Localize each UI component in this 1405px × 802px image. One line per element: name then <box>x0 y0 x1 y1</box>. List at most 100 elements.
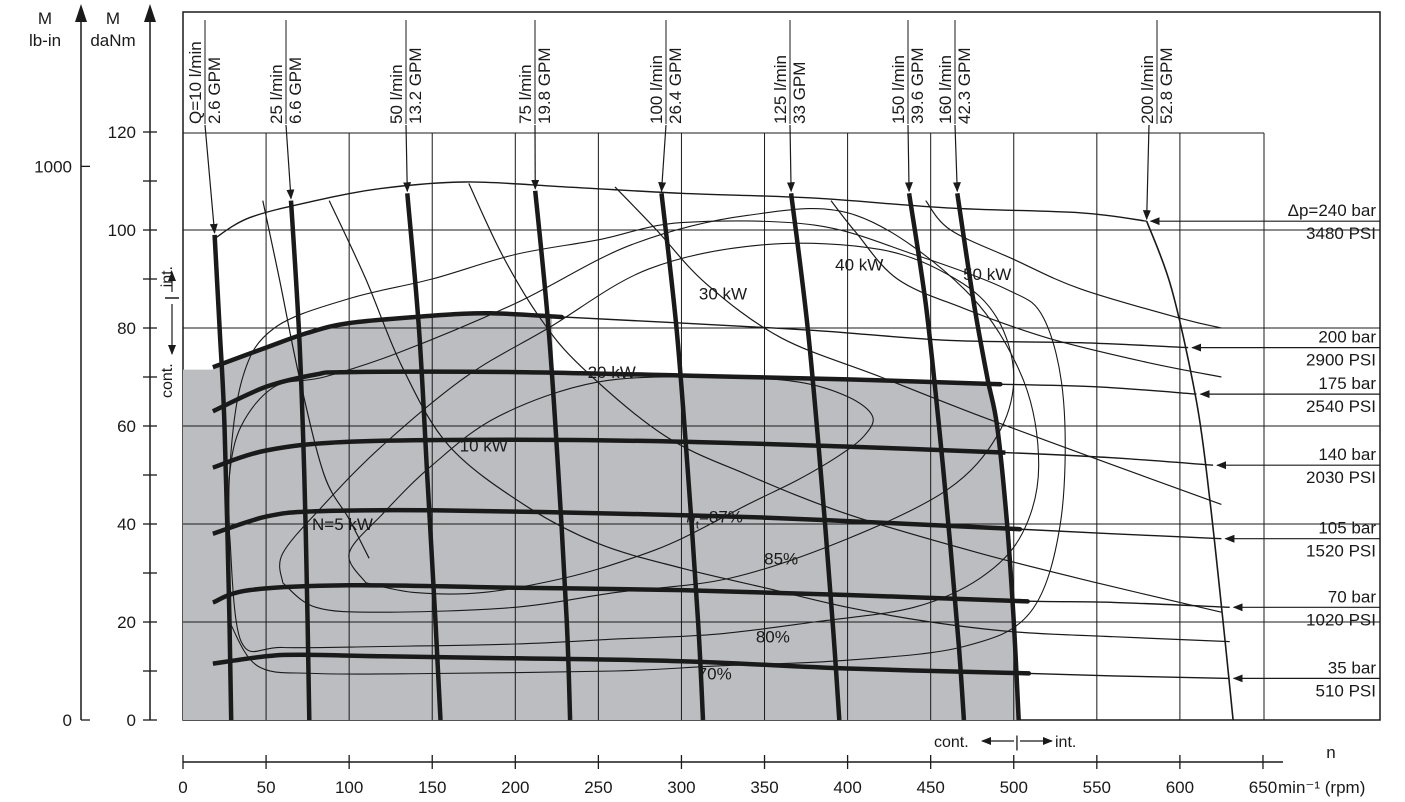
flow-label-50-l-min: 50 l/min 13.2 GPM <box>387 20 425 124</box>
flow-curve-50-l-min <box>405 193 443 721</box>
flow-label-75-l-min: 75 l/min 19.8 GPM <box>516 20 554 124</box>
power-curve-30-kw <box>614 186 1222 505</box>
y-axis-lbin-title-2: lb-in <box>29 31 61 50</box>
flow-label-lmin-75-l-min: 75 l/min <box>516 64 535 124</box>
cont-int-horizontal-sep: | <box>1015 734 1019 751</box>
x-axis-title: n <box>1326 743 1335 762</box>
flow-label-lmin-25-l-min: 25 l/min <box>267 64 286 124</box>
pressure-curve-continuous-35-bar <box>212 652 1032 676</box>
flow-arrow-50-l-min <box>403 124 412 193</box>
flow-label-gpm-13-2-gpm: 13.2 GPM <box>406 47 425 124</box>
power-curve-20-kw <box>468 183 1222 613</box>
flow-label-gpm-19-8-gpm: 19.8 GPM <box>535 47 554 124</box>
pressure-label-psi-1520-psi: 1520 PSI <box>1306 542 1376 561</box>
y-axis-lbin-arrow <box>75 4 87 22</box>
x-tick-label-400: 400 <box>833 778 861 797</box>
flow-curve-150-l-min <box>906 192 967 721</box>
cont-label-horizontal: cont. <box>934 734 969 751</box>
flow-label-gpm-33-gpm: 33 GPM <box>790 62 809 124</box>
y-ticks-danm: 0 20 40 60 80 100 120 <box>108 123 157 730</box>
flow-arrow-125-l-min <box>786 124 795 193</box>
power-curve-n-5-kw <box>262 200 370 559</box>
cont-int-horizontal-marker: cont. | int. <box>934 734 1076 751</box>
y-tick-danm-label-80: 80 <box>117 319 136 338</box>
pressure-label-psi-2540-psi: 2540 PSI <box>1306 397 1376 416</box>
y-tick-lbin-label-1000: 1000 <box>34 157 72 176</box>
x-tick-label-350: 350 <box>750 778 778 797</box>
x-axis-unit: min⁻¹ (rpm) <box>1278 778 1365 797</box>
flow-curve-25-l-min <box>288 200 312 721</box>
x-tick-label-100: 100 <box>335 778 363 797</box>
flow-label-lmin-q-10-l-min: Q=10 l/min <box>186 41 205 124</box>
efficiency-curve-70 <box>227 220 1066 675</box>
pressure-label-bar-200-bar: 200 bar <box>1318 328 1376 347</box>
flow-label-200-l-min: 200 l/min 52.8 GPM <box>1138 20 1176 124</box>
flow-curve-75-l-min <box>532 190 573 721</box>
flow-label-100-l-min: 100 l/min 26.4 GPM <box>647 20 685 124</box>
flow-arrow-25-l-min <box>285 124 295 200</box>
pressure-curve-continuous-105-bar <box>212 507 1023 536</box>
efficiency-curve-t-87 <box>348 376 874 595</box>
x-tick-label-650: 650 <box>1249 778 1277 797</box>
pressure-label-psi-510-psi: 510 PSI <box>1316 681 1377 700</box>
efficiency-label-80: 80% <box>756 628 790 647</box>
y-tick-danm-label-60: 60 <box>117 417 136 436</box>
flow-curve-q-10-l-min <box>212 234 234 721</box>
flow-label-gpm-6-6-gpm: 6.6 GPM <box>286 57 305 124</box>
pressure-label-bar-35-bar: 35 bar <box>1328 658 1377 677</box>
x-axis: n min⁻¹ (rpm) <box>183 743 1365 797</box>
power-label-30-kw: 30 kW <box>699 285 747 304</box>
flow-label-25-l-min: 25 l/min 6.6 GPM <box>267 20 305 124</box>
pressure-label-bar-105-bar: 105 bar <box>1318 519 1376 538</box>
flow-arrow-150-l-min <box>904 124 913 193</box>
y-tick-danm-label-100: 100 <box>108 221 136 240</box>
flow-label-q-10-l-min: Q=10 l/min 2.6 GPM <box>186 20 224 124</box>
y-axis-danm-title-1: M <box>106 9 120 28</box>
cont-label-vertical: cont. <box>159 363 176 398</box>
efficiency-label-70: 70% <box>698 664 732 683</box>
x-tick-label-500: 500 <box>1000 778 1028 797</box>
y-tick-danm-label-40: 40 <box>117 515 136 534</box>
flow-curves: Q=10 l/min 2.6 GPM 25 l/min 6.6 GPM 50 l/min… <box>186 20 1234 721</box>
efficiency-curve-80 <box>228 208 1040 653</box>
y-axis-danm-arrow <box>144 4 156 22</box>
y-tick-danm-label-20: 20 <box>117 613 136 632</box>
flow-curve-160-l-min <box>955 192 1021 721</box>
flow-label-lmin-50-l-min: 50 l/min <box>387 64 406 124</box>
y-tick-danm-label-120: 120 <box>108 123 136 142</box>
power-label-40-kw: 40 kW <box>835 255 883 274</box>
flow-label-gpm-2-6-gpm: 2.6 GPM <box>205 57 224 124</box>
x-tick-label-0: 0 <box>178 778 187 797</box>
y-axes: M lb-in M daNm <box>29 4 156 720</box>
y-tick-danm-label-0: 0 <box>127 711 136 730</box>
pressure-label-psi-2900-psi: 2900 PSI <box>1306 351 1376 370</box>
int-label-vertical: int. <box>159 266 176 287</box>
flow-arrow-160-l-min <box>952 124 961 193</box>
pressure-label-psi-1020-psi: 1020 PSI <box>1306 610 1376 629</box>
x-tick-label-300: 300 <box>667 778 695 797</box>
x-tick-label-450: 450 <box>916 778 944 797</box>
y-axis-danm-title-2: daNm <box>90 31 135 50</box>
flow-label-lmin-160-l-min: 160 l/min <box>936 55 955 124</box>
flow-label-150-l-min: 150 l/min 39.6 GPM <box>889 20 927 124</box>
x-tick-label-200: 200 <box>501 778 529 797</box>
x-tick-label-50: 50 <box>257 778 276 797</box>
flow-curve-125-l-min <box>788 193 842 721</box>
flow-label-lmin-150-l-min: 150 l/min <box>889 55 908 124</box>
pressure-label-bar-70-bar: 70 bar <box>1328 587 1377 606</box>
efficiency-label-85: 85% <box>764 549 798 568</box>
flow-arrow-200-l-min <box>1142 124 1151 221</box>
power-label-50-kw: 50 kW <box>963 265 1011 284</box>
cont-int-vertical-marker: cont. int. <box>159 266 179 398</box>
flow-label-gpm-39-6-gpm: 39.6 GPM <box>908 47 927 124</box>
flow-label-gpm-26-4-gpm: 26.4 GPM <box>666 47 685 124</box>
power-label-n-5-kw: N=5 kW <box>312 515 373 534</box>
x-tick-label-600: 600 <box>1166 778 1194 797</box>
y-tick-lbin-label-0: 0 <box>63 711 72 730</box>
continuous-operating-area <box>183 313 1019 720</box>
flow-label-lmin-100-l-min: 100 l/min <box>647 55 666 124</box>
x-tick-label-250: 250 <box>584 778 612 797</box>
flow-label-lmin-125-l-min: 125 l/min <box>771 55 790 124</box>
power-curve-40-kw <box>830 200 1222 378</box>
